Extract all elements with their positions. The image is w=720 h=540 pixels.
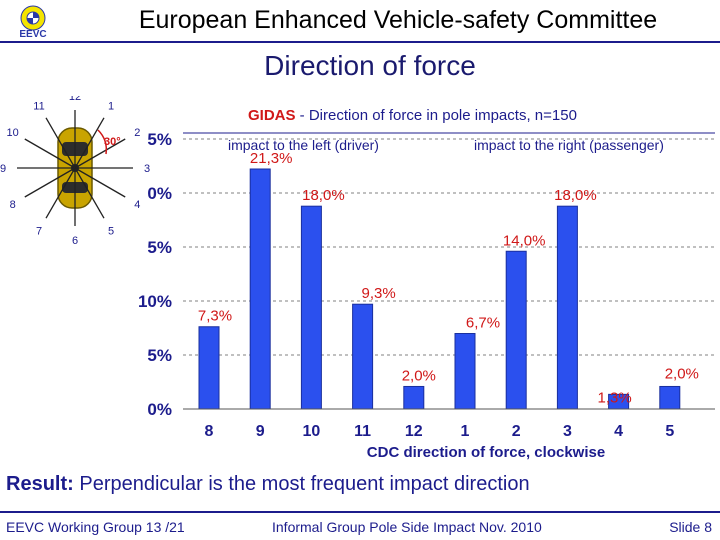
x-tick-label: 12 bbox=[405, 423, 423, 440]
x-tick-label: 2 bbox=[512, 423, 521, 440]
svg-text:EEVC: EEVC bbox=[19, 29, 46, 39]
bar-11 bbox=[352, 303, 374, 410]
clock-spoke bbox=[24, 138, 76, 169]
result-statement: Result: Perpendicular is the most freque… bbox=[6, 473, 530, 496]
clock-label: 1 bbox=[108, 101, 114, 113]
clock-label: 6 bbox=[72, 235, 78, 247]
y-axis-ticks: 0% 5% 10% 5% 0% 5% bbox=[138, 130, 172, 419]
value-label: 6,7% bbox=[466, 315, 500, 332]
header-title: European Enhanced Vehicle-safety Committ… bbox=[138, 6, 658, 34]
clock-label: 2 bbox=[134, 127, 140, 139]
x-tick-label: 4 bbox=[614, 423, 623, 440]
x-tick-label: 3 bbox=[563, 423, 572, 440]
clock-label: 10 bbox=[7, 127, 19, 139]
bar-10 bbox=[300, 205, 322, 410]
gridlines bbox=[183, 138, 715, 356]
clock-label: 9 bbox=[0, 163, 6, 175]
x-tick-label: 5 bbox=[665, 423, 674, 440]
clock-spoke bbox=[24, 167, 76, 198]
y-tick-label: 5% bbox=[147, 238, 172, 257]
x-tick-label: 10 bbox=[303, 423, 321, 440]
bar-12 bbox=[403, 385, 425, 410]
result-label: Result: bbox=[6, 473, 74, 495]
bars bbox=[198, 168, 681, 410]
left-impact-label: impact to the left (driver) bbox=[228, 137, 379, 153]
clock-label: 8 bbox=[10, 199, 16, 211]
value-label: 9,3% bbox=[361, 285, 395, 302]
x-tick-label: 8 bbox=[205, 423, 214, 440]
clock-spoke bbox=[74, 167, 105, 219]
angle-label: 30° bbox=[104, 136, 121, 148]
header-divider bbox=[0, 41, 720, 43]
footer-left: EEVC Working Group 13 /21 bbox=[6, 519, 185, 535]
value-label: 21,3% bbox=[250, 150, 293, 167]
eevc-logo: EEVC bbox=[19, 5, 47, 39]
footer-center: Informal Group Pole Side Impact Nov. 201… bbox=[272, 519, 542, 535]
clock-spoke bbox=[74, 117, 105, 169]
x-tick-label: 11 bbox=[354, 423, 371, 440]
clock-label: 12 bbox=[69, 96, 81, 103]
bar-8 bbox=[198, 326, 220, 410]
y-tick-label: 5% bbox=[147, 346, 172, 365]
clock-label: 4 bbox=[134, 199, 140, 211]
x-tick-label: 1 bbox=[461, 423, 470, 440]
clock-spoke bbox=[74, 167, 126, 198]
clock-label: 7 bbox=[36, 225, 42, 237]
slide-number: Slide 8 bbox=[669, 519, 712, 535]
bar-9 bbox=[249, 168, 271, 410]
header: EEVC European Enhanced Vehicle-safety Co… bbox=[0, 0, 720, 43]
clock-label: 3 bbox=[144, 163, 150, 175]
slide-subtitle: Direction of force bbox=[264, 50, 476, 81]
bar-5 bbox=[659, 385, 681, 410]
x-axis-title: CDC direction of force, clockwise bbox=[367, 444, 605, 461]
value-label: 7,3% bbox=[198, 308, 232, 325]
angle-arc bbox=[97, 129, 108, 155]
footer-divider bbox=[0, 511, 720, 513]
value-labels: 7,3% 21,3% 18,0% 9,3% 2,0% 6,7% 14,0% 18,0% 1,3%… bbox=[198, 150, 699, 406]
value-label: 1,3% bbox=[597, 389, 631, 406]
right-impact-label: impact to the right (passenger) bbox=[474, 137, 664, 153]
value-label: 18,0% bbox=[554, 187, 597, 204]
result-text: Perpendicular is the most frequent impac… bbox=[73, 473, 530, 495]
bar-3 bbox=[556, 205, 578, 410]
y-tick-label: 0% bbox=[147, 400, 172, 419]
clock-spoke bbox=[45, 167, 76, 219]
clock-label: 5 bbox=[108, 225, 114, 237]
value-label: 2,0% bbox=[402, 367, 436, 384]
bar-2 bbox=[505, 250, 527, 410]
clock-spokes bbox=[17, 110, 133, 226]
y-tick-label: 5% bbox=[147, 130, 172, 149]
clock-spoke bbox=[74, 138, 126, 169]
y-tick-label: 0% bbox=[147, 184, 172, 203]
value-label: 18,0% bbox=[302, 187, 345, 204]
clock-spoke bbox=[45, 117, 76, 169]
bar-1 bbox=[454, 333, 476, 410]
x-axis-ticks: 8 9 10 11 12 1 2 3 4 5 bbox=[205, 423, 675, 440]
clock-label: 11 bbox=[33, 101, 44, 113]
y-tick-label: 10% bbox=[138, 292, 172, 311]
x-tick-label: 9 bbox=[256, 423, 265, 440]
chart-title: GIDAS - Direction of force in pole impac… bbox=[248, 107, 577, 124]
value-label: 14,0% bbox=[503, 232, 546, 249]
value-label: 2,0% bbox=[665, 365, 699, 382]
